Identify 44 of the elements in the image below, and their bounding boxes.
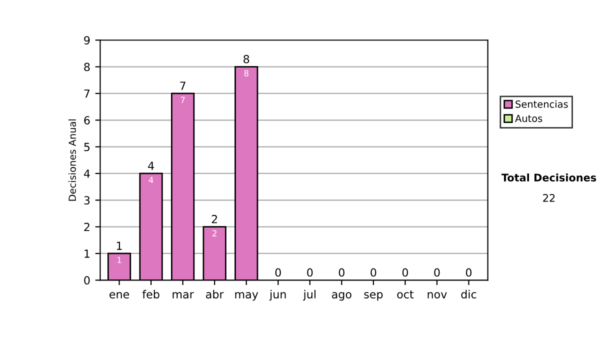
total-label: 0 xyxy=(307,268,313,277)
y-tick-label: 3 xyxy=(84,196,90,205)
total-label: 2 xyxy=(212,214,217,224)
x-tick-label: jun xyxy=(269,290,286,301)
data-label: 8 xyxy=(244,70,248,76)
data-label: 4 xyxy=(148,176,154,184)
total-label: 7 xyxy=(180,82,186,90)
y-tick-label: 5 xyxy=(84,142,90,152)
x-tick-label: may xyxy=(235,292,258,301)
x-tick-label: oct xyxy=(397,290,414,298)
x-tick-label: ene xyxy=(110,292,130,298)
x-tick-label: dic xyxy=(461,290,476,298)
total-label: 0 xyxy=(338,268,344,277)
legend-label: Sentencias xyxy=(516,100,568,108)
total-label: 0 xyxy=(434,268,440,277)
y-tick-label: 4 xyxy=(84,170,90,178)
y-tick-label: 6 xyxy=(84,116,90,125)
total-label: 8 xyxy=(244,54,250,64)
total-label: 4 xyxy=(148,162,154,170)
total-label: 0 xyxy=(370,268,376,277)
x-tick-label: sep xyxy=(364,292,383,301)
x-tick-label: mar xyxy=(172,292,194,298)
y-tick-label: 8 xyxy=(84,62,90,72)
total-label: 0 xyxy=(275,268,281,277)
y-tick-label: 9 xyxy=(84,36,90,44)
total-label: 1 xyxy=(116,242,122,250)
data-label: 7 xyxy=(180,96,185,103)
y-tick-label: 0 xyxy=(84,276,90,285)
x-tick-label: nov xyxy=(428,292,447,298)
x-tick-label: abr xyxy=(206,290,224,298)
text: 22 xyxy=(543,194,555,202)
text: Total Decisiones xyxy=(501,173,596,182)
y-tick-label: 7 xyxy=(84,90,90,98)
legend-label: Autos xyxy=(515,114,542,122)
x-tick-label: feb xyxy=(142,290,160,298)
y-axis-title: Decisiones Anual xyxy=(68,119,76,201)
data-label: 1 xyxy=(118,256,122,264)
y-tick-label: 2 xyxy=(84,222,90,232)
x-tick-label: ago xyxy=(332,292,352,301)
total-label: 0 xyxy=(402,268,408,277)
total-label: 0 xyxy=(466,268,472,277)
x-tick-label: jul xyxy=(303,290,316,301)
y-tick-label: 1 xyxy=(84,250,90,258)
data-label: 2 xyxy=(212,230,216,236)
